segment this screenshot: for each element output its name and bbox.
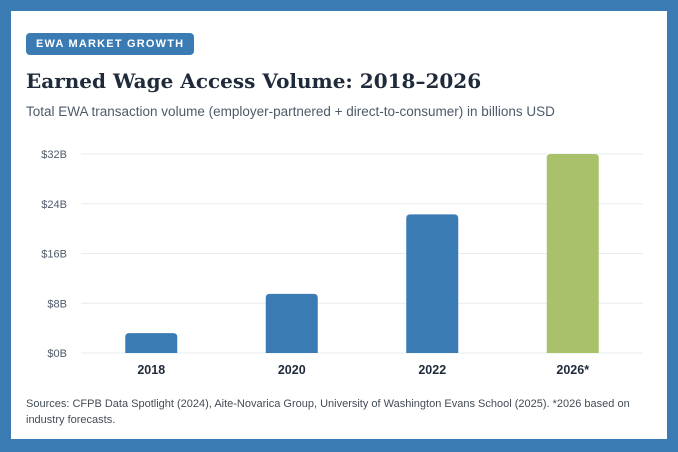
- y-tick-label: $8B: [47, 298, 67, 310]
- y-tick-label: $16B: [41, 249, 67, 261]
- x-tick-label: 2020: [278, 363, 306, 377]
- x-tick-label: 2022: [418, 363, 446, 377]
- bar: [546, 154, 599, 353]
- bar: [265, 293, 318, 353]
- bar: [125, 333, 178, 353]
- x-tick-label: 2018: [137, 363, 165, 377]
- sources-footnote: Sources: CFPB Data Spotlight (2024), Ait…: [26, 398, 630, 426]
- bar-chart: $0B $8B $16B $24B $32B 2018 2020 2022 2026*: [41, 149, 643, 377]
- chart-title: Earned Wage Access Volume: 2018–2026: [26, 69, 482, 93]
- y-tick-label: $32B: [41, 149, 67, 161]
- chart-subtitle: Total EWA transaction volume (employer-p…: [26, 104, 555, 119]
- chart-card: EWA MARKET GROWTH Earned Wage Access Vol…: [11, 11, 667, 439]
- x-tick-label: 2026*: [556, 363, 589, 377]
- y-tick-label: $24B: [41, 199, 67, 211]
- y-tick-label: $0B: [47, 348, 67, 360]
- bar: [406, 214, 459, 353]
- category-badge: EWA MARKET GROWTH: [26, 33, 195, 55]
